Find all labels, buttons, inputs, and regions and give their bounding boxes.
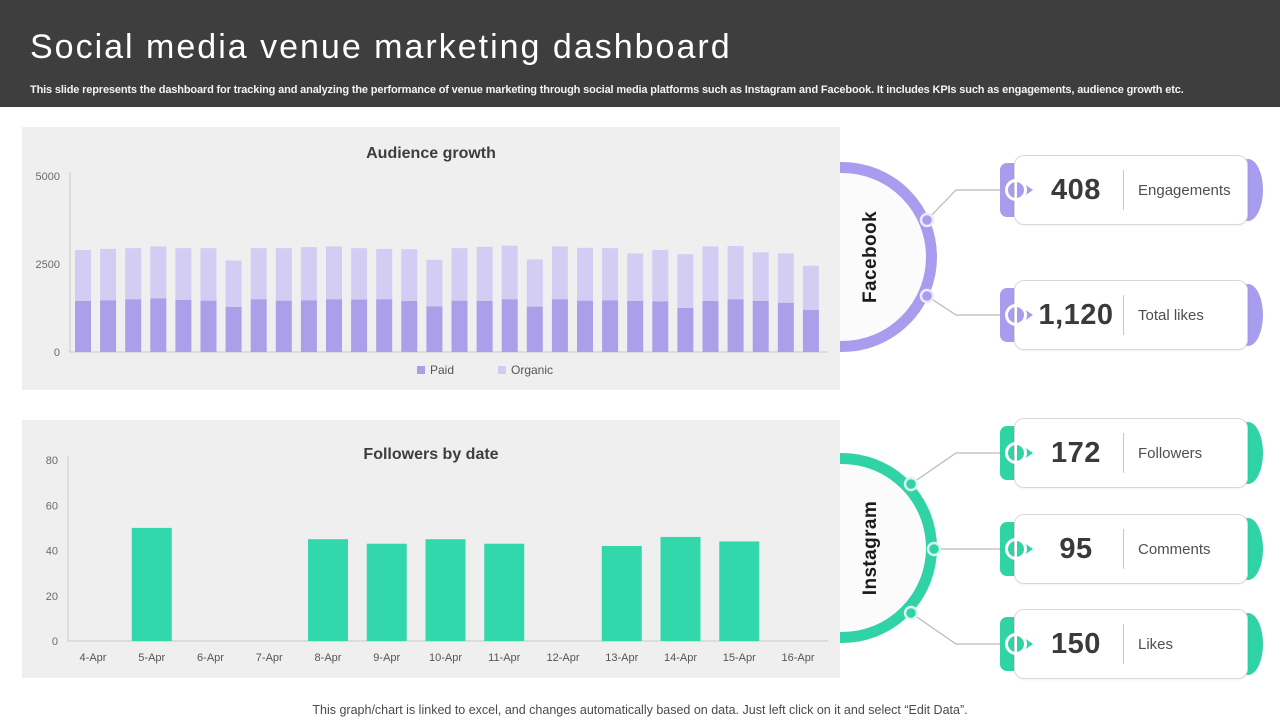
- connector-ring-icon: [1005, 304, 1027, 326]
- connector-ring-icon: [1005, 633, 1027, 655]
- kpi-label: Engagements: [1138, 181, 1231, 199]
- kpi-value: 95: [1059, 532, 1093, 565]
- svg-text:15-Apr: 15-Apr: [723, 652, 756, 664]
- svg-text:5-Apr: 5-Apr: [138, 652, 165, 664]
- svg-text:Organic: Organic: [511, 363, 553, 377]
- connector-ring-icon: [1005, 442, 1027, 464]
- kpi-box: 1,120 Total likes: [1014, 280, 1248, 350]
- kpi-divider: [1123, 433, 1124, 473]
- kpi-label: Likes: [1138, 635, 1174, 653]
- svg-text:0: 0: [52, 636, 58, 648]
- kpi-divider: [1123, 295, 1124, 335]
- kpi-label: Total likes: [1138, 306, 1204, 324]
- svg-text:11-Apr: 11-Apr: [488, 652, 521, 664]
- svg-text:60: 60: [46, 500, 58, 512]
- kpi-value: 172: [1051, 436, 1101, 469]
- svg-text:16-Apr: 16-Apr: [781, 652, 814, 664]
- kpi-divider: [1123, 624, 1124, 664]
- kpi-box: 408 Engagements: [1014, 155, 1248, 225]
- followers-by-date-chart[interactable]: Followers by date 0 20 40 60 80 4-Apr 5-Apr 6-Ap…: [22, 420, 840, 678]
- svg-text:14-Apr: 14-Apr: [664, 652, 697, 664]
- kpi-label: Followers: [1138, 444, 1203, 462]
- kpi-box: 172 Followers: [1014, 418, 1248, 488]
- connector-ring-icon: [1005, 179, 1027, 201]
- svg-text:6-Apr: 6-Apr: [197, 652, 224, 664]
- svg-text:0: 0: [54, 347, 60, 359]
- svg-text:Paid: Paid: [430, 363, 454, 377]
- instagram-label: Instagram: [860, 500, 881, 596]
- kpi-label: Comments: [1138, 540, 1211, 558]
- kpi-box: 95 Comments: [1014, 514, 1248, 584]
- kpi-card-followers: 172 Followers: [1000, 418, 1266, 488]
- kpi-value: 1,120: [1038, 298, 1114, 331]
- page-title: Social media venue marketing dashboard: [30, 28, 732, 66]
- kpi-divider: [1123, 170, 1124, 210]
- kpi-box: 150 Likes: [1014, 609, 1248, 679]
- slide-header: Social media venue marketing dashboard T…: [0, 0, 1280, 107]
- svg-text:Audience growth: Audience growth: [366, 145, 496, 162]
- connector-ring-icon: [1005, 538, 1027, 560]
- svg-text:10-Apr: 10-Apr: [429, 652, 462, 664]
- kpi-card-likes: 150 Likes: [1000, 609, 1266, 679]
- kpi-card-engagements: 408 Engagements: [1000, 155, 1266, 225]
- page-subtitle: This slide represents the dashboard for …: [30, 84, 1184, 96]
- audience-growth-chart[interactable]: Audience growth 0 2500 5000 Paid Organic: [22, 127, 840, 390]
- footer-note: This graph/chart is linked to excel, and…: [312, 703, 968, 717]
- kpi-card-comments: 95 Comments: [1000, 514, 1266, 584]
- svg-text:80: 80: [46, 455, 58, 467]
- svg-text:8-Apr: 8-Apr: [315, 652, 342, 664]
- svg-text:12-Apr: 12-Apr: [546, 652, 579, 664]
- svg-text:2500: 2500: [36, 259, 60, 271]
- facebook-label: Facebook: [860, 211, 881, 303]
- svg-text:Followers by date: Followers by date: [363, 446, 498, 463]
- svg-text:9-Apr: 9-Apr: [373, 652, 400, 664]
- svg-text:7-Apr: 7-Apr: [256, 652, 283, 664]
- svg-text:4-Apr: 4-Apr: [80, 652, 107, 664]
- svg-text:20: 20: [46, 591, 58, 603]
- svg-text:40: 40: [46, 546, 58, 558]
- kpi-divider: [1123, 529, 1124, 569]
- followers-by-date-panel: Followers by date 0 20 40 60 80 4-Apr 5-Apr 6-Ap…: [22, 420, 840, 678]
- kpi-card-total-likes: 1,120 Total likes: [1000, 280, 1266, 350]
- kpi-value: 408: [1051, 173, 1101, 206]
- audience-growth-panel: Audience growth 0 2500 5000 Paid Organic: [22, 127, 840, 390]
- svg-text:13-Apr: 13-Apr: [605, 652, 638, 664]
- svg-text:5000: 5000: [36, 171, 60, 183]
- kpi-value: 150: [1051, 627, 1101, 660]
